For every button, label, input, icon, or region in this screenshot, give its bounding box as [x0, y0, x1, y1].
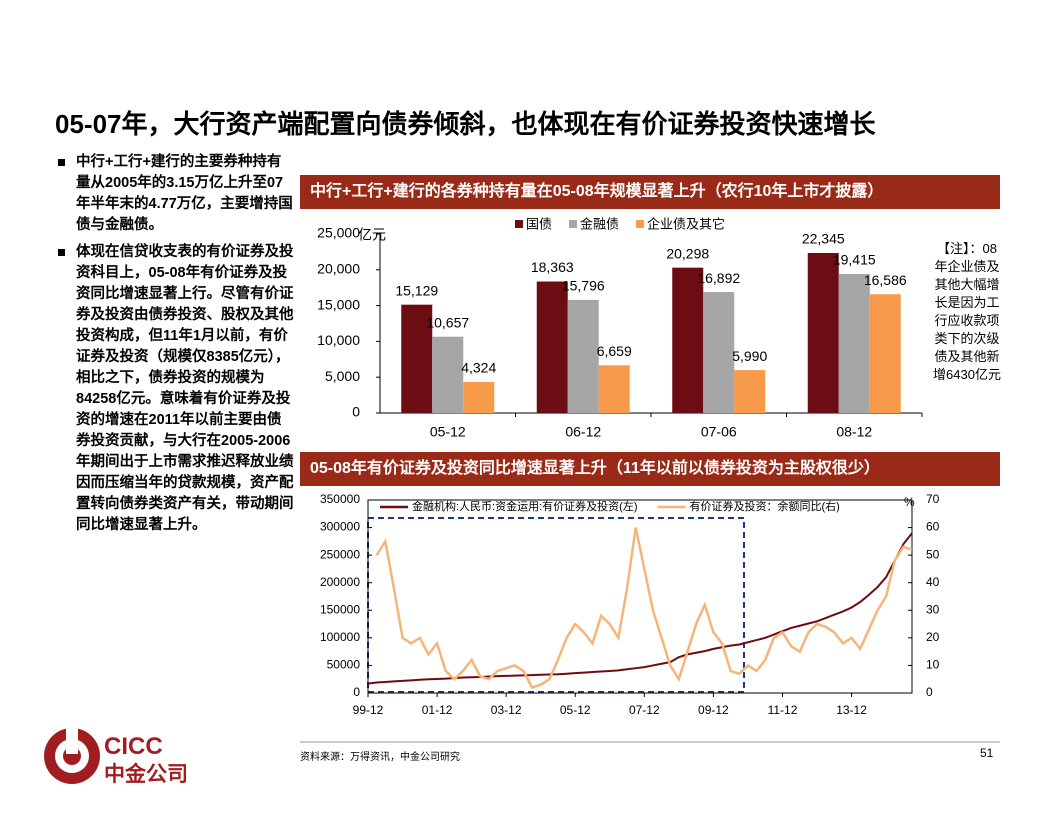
y-tick-label: 300000	[320, 520, 360, 534]
x-tick-label: 09-12	[698, 703, 729, 717]
value-label: 6,659	[597, 343, 632, 359]
value-label: 15,796	[562, 278, 605, 294]
y-tick-label: 0	[353, 685, 360, 699]
y-tick-label: 20,000	[317, 261, 360, 277]
bar	[838, 273, 870, 413]
y2-tick-label: 30	[926, 602, 940, 616]
value-label: 20,298	[666, 245, 709, 261]
bar	[567, 299, 599, 413]
x-tick-label: 07-06	[701, 424, 737, 440]
line	[375, 527, 913, 689]
x-tick-label: 05-12	[430, 424, 466, 440]
legend-swatch	[515, 220, 523, 228]
legend-label: 金融债	[580, 216, 619, 231]
y2-unit: %	[904, 495, 915, 509]
logo-text: 中金公司	[104, 763, 188, 786]
y-tick-label: 50000	[327, 658, 361, 672]
x-tick-label: 07-12	[629, 703, 660, 717]
bar	[703, 292, 735, 413]
y2-tick-label: 10	[926, 658, 940, 672]
legend-label: 国债	[526, 216, 552, 231]
x-tick-label: 03-12	[491, 703, 522, 717]
x-tick-label: 99-12	[353, 703, 384, 717]
bullet: 体现在信贷收支表的有价证券及投资科目上，05-08年有价证券及投资同比增速显著上…	[58, 242, 294, 536]
bullet: 中行+工行+建行的主要券种持有量从2005年的3.15万亿上升至07年半年末的4…	[58, 152, 294, 236]
y-tick-label: 200000	[320, 575, 360, 589]
y-tick-label: 0	[352, 404, 360, 420]
y2-tick-label: 70	[926, 492, 940, 506]
y2-tick-label: 50	[926, 547, 940, 561]
logo-text: CICC	[104, 733, 163, 760]
y-unit: 亿元	[358, 227, 386, 243]
line	[367, 532, 913, 685]
y2-tick-label: 0	[926, 685, 933, 699]
y2-tick-label: 60	[926, 520, 940, 534]
legend-swatch	[569, 220, 578, 228]
logo-mark	[44, 728, 100, 784]
plot-frame	[367, 499, 913, 694]
bar	[463, 382, 495, 413]
legend-label: 有价证券及投资：余额同比(右)	[690, 499, 840, 513]
chart-title: 05-08年有价证券及投资同比增速显著上升（11年以前以债券投资为主股权很少）	[300, 452, 1000, 486]
legend-label: 企业债及其它	[647, 216, 725, 231]
legend-swatch	[636, 220, 645, 228]
value-label: 16,892	[697, 270, 740, 286]
x-tick-label: 08-12	[836, 424, 872, 440]
source: 资料来源：万得资讯，中金公司研究	[300, 752, 460, 763]
x-tick-label: 13-12	[836, 703, 867, 717]
y-tick-label: 100000	[320, 630, 360, 644]
slide-title: 05-07年，大行资产端配置向债券倾斜，也体现在有价证券投资快速增长	[55, 109, 876, 139]
y-tick-label: 15,000	[317, 296, 360, 312]
y2-tick-label: 40	[926, 575, 940, 589]
bar	[536, 281, 568, 413]
value-label: 10,657	[426, 314, 469, 330]
bullets: 中行+工行+建行的主要券种持有量从2005年的3.15万亿上升至07年半年末的4…	[58, 152, 294, 542]
y-tick-label: 25,000	[317, 225, 360, 241]
bar	[598, 365, 630, 413]
page-number: 51	[980, 746, 994, 760]
value-label: 5,990	[732, 348, 767, 364]
value-label: 19,415	[833, 252, 876, 268]
x-tick-label: 11-12	[768, 703, 798, 717]
y2-tick-label: 20	[926, 630, 940, 644]
y-tick-label: 250000	[320, 547, 360, 561]
bar	[807, 253, 839, 413]
y-tick-label: 350000	[320, 492, 360, 506]
x-tick-label: 06-12	[565, 424, 601, 440]
x-tick-label: 05-12	[560, 703, 591, 717]
value-label: 15,129	[395, 282, 438, 298]
x-tick-label: 01-12	[422, 703, 453, 717]
y-tick-label: 150000	[320, 602, 360, 616]
note: 【注】：08年企业债及其他大幅增长是因为工行应收款项类下的次级债及其他新增643…	[933, 241, 1001, 382]
value-label: 22,345	[802, 231, 845, 247]
y-tick-label: 10,000	[317, 332, 360, 348]
value-label: 4,324	[461, 360, 496, 376]
value-label: 18,363	[531, 259, 574, 275]
chart-title: 中行+工行+建行的各券种持有量在05-08年规模显著上升（农行10年上市才披露）	[300, 175, 1000, 209]
bar	[734, 370, 766, 413]
y-tick-label: 5,000	[325, 368, 360, 384]
bar	[432, 336, 464, 413]
bar	[672, 267, 704, 413]
value-label: 16,586	[864, 272, 907, 288]
bar	[401, 304, 433, 413]
bar	[869, 294, 901, 413]
legend-label: 金融机构:人民币:资金运用:有价证券及投资(左)	[412, 499, 638, 513]
